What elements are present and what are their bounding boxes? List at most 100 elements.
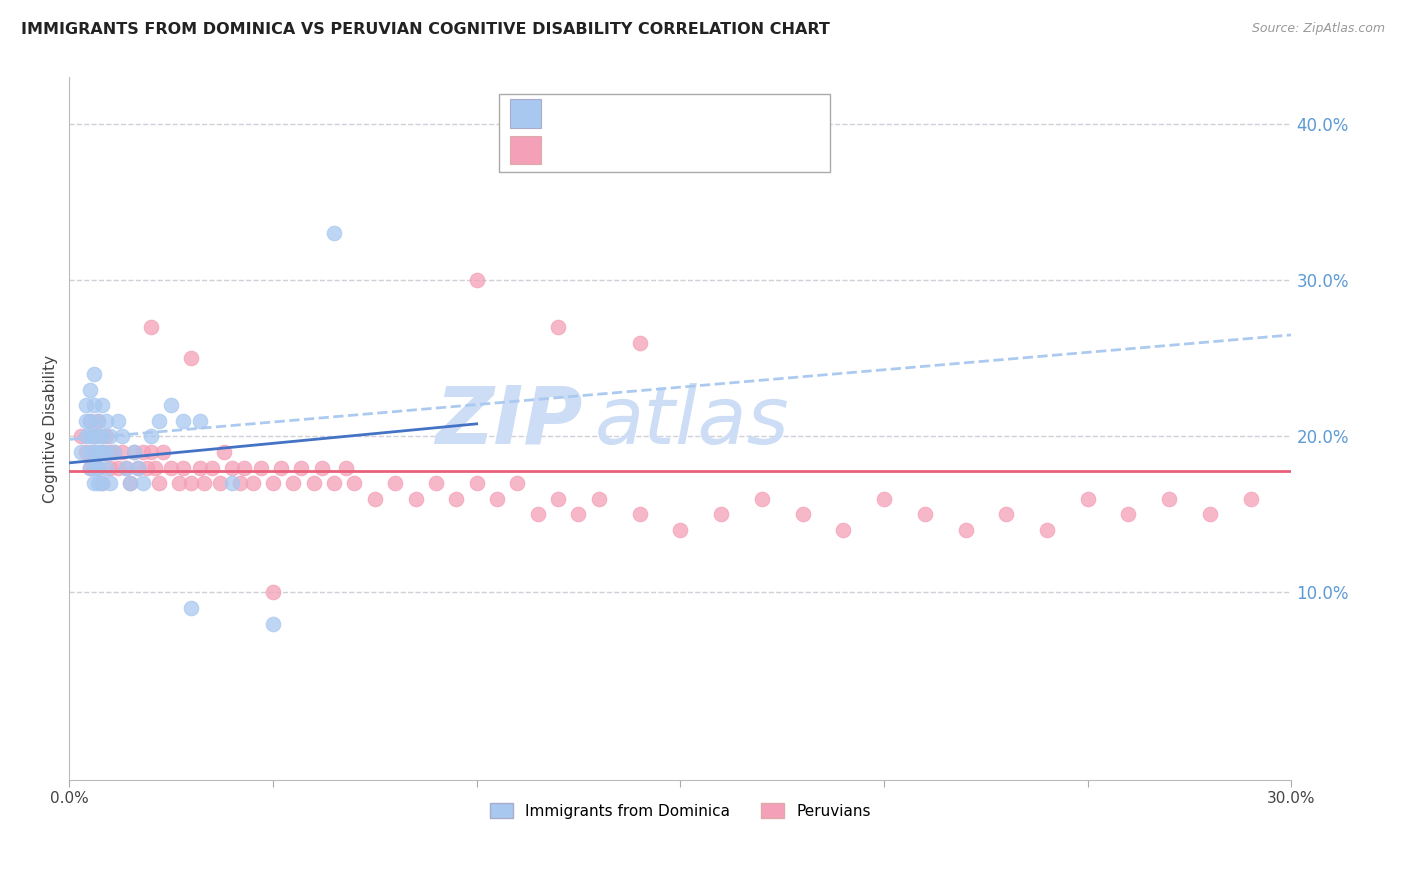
Point xyxy=(94,429,117,443)
Text: Source: ZipAtlas.com: Source: ZipAtlas.com xyxy=(1251,22,1385,36)
Point xyxy=(83,445,105,459)
Point xyxy=(262,616,284,631)
Point xyxy=(83,429,105,443)
Point xyxy=(98,445,121,459)
Point xyxy=(111,429,134,443)
Point xyxy=(751,491,773,506)
Point xyxy=(180,351,202,366)
Text: N =: N = xyxy=(668,104,704,122)
Point xyxy=(405,491,427,506)
Point xyxy=(212,445,235,459)
Point xyxy=(628,508,651,522)
Point xyxy=(83,476,105,491)
Point xyxy=(124,445,146,459)
Point xyxy=(221,476,243,491)
Point xyxy=(1199,508,1222,522)
Point xyxy=(229,476,252,491)
Point xyxy=(526,508,548,522)
Point xyxy=(323,476,346,491)
Point xyxy=(79,414,101,428)
Text: N =: N = xyxy=(668,141,704,159)
Point xyxy=(485,491,508,506)
Text: 83: 83 xyxy=(713,141,735,159)
Point xyxy=(270,460,292,475)
Point xyxy=(465,273,488,287)
Point xyxy=(242,476,264,491)
Point xyxy=(75,398,97,412)
Point xyxy=(90,429,112,443)
Point xyxy=(710,508,733,522)
Point xyxy=(70,445,93,459)
Point xyxy=(131,476,153,491)
Point xyxy=(94,460,117,475)
Point xyxy=(955,523,977,537)
Text: R =: R = xyxy=(548,141,585,159)
Text: 0.056: 0.056 xyxy=(600,104,652,122)
Point xyxy=(567,508,589,522)
Point xyxy=(131,445,153,459)
Point xyxy=(873,491,896,506)
Point xyxy=(425,476,447,491)
Point xyxy=(115,460,138,475)
Point xyxy=(335,460,357,475)
Point xyxy=(90,445,112,459)
Point xyxy=(139,320,162,334)
Point xyxy=(1118,508,1140,522)
Point xyxy=(75,414,97,428)
Point xyxy=(160,398,183,412)
Point xyxy=(90,476,112,491)
Point xyxy=(1159,491,1181,506)
Point xyxy=(302,476,325,491)
Point xyxy=(669,523,692,537)
Point xyxy=(94,445,117,459)
Point xyxy=(90,398,112,412)
Point xyxy=(148,414,170,428)
Point xyxy=(107,460,129,475)
Point xyxy=(127,460,149,475)
Point xyxy=(180,476,202,491)
Point xyxy=(75,429,97,443)
Point xyxy=(143,460,166,475)
Point xyxy=(83,460,105,475)
Point xyxy=(127,460,149,475)
Point xyxy=(83,429,105,443)
Point xyxy=(364,491,387,506)
Point xyxy=(172,460,194,475)
Point xyxy=(79,460,101,475)
Point xyxy=(446,491,468,506)
Point xyxy=(233,460,256,475)
Point xyxy=(70,429,93,443)
Point xyxy=(1036,523,1059,537)
Point xyxy=(90,476,112,491)
Point xyxy=(111,445,134,459)
Point xyxy=(79,414,101,428)
Point xyxy=(120,476,142,491)
Point xyxy=(201,460,224,475)
Point xyxy=(506,476,529,491)
Point xyxy=(384,476,406,491)
Point xyxy=(167,476,190,491)
Point xyxy=(87,429,110,443)
Text: 46: 46 xyxy=(713,104,735,122)
Point xyxy=(87,460,110,475)
Point xyxy=(83,445,105,459)
Point xyxy=(188,414,211,428)
Point xyxy=(83,398,105,412)
Point xyxy=(83,367,105,381)
Point xyxy=(914,508,936,522)
Legend: Immigrants from Dominica, Peruvians: Immigrants from Dominica, Peruvians xyxy=(484,797,876,824)
Point xyxy=(547,320,569,334)
Point xyxy=(148,476,170,491)
Point xyxy=(139,445,162,459)
Point xyxy=(283,476,305,491)
Text: atlas: atlas xyxy=(595,383,790,460)
Point xyxy=(180,601,202,615)
Point xyxy=(152,445,174,459)
Text: IMMIGRANTS FROM DOMINICA VS PERUVIAN COGNITIVE DISABILITY CORRELATION CHART: IMMIGRANTS FROM DOMINICA VS PERUVIAN COG… xyxy=(21,22,830,37)
Point xyxy=(115,460,138,475)
Point xyxy=(139,429,162,443)
Point xyxy=(87,414,110,428)
Point xyxy=(124,445,146,459)
Point xyxy=(262,585,284,599)
Point xyxy=(311,460,333,475)
